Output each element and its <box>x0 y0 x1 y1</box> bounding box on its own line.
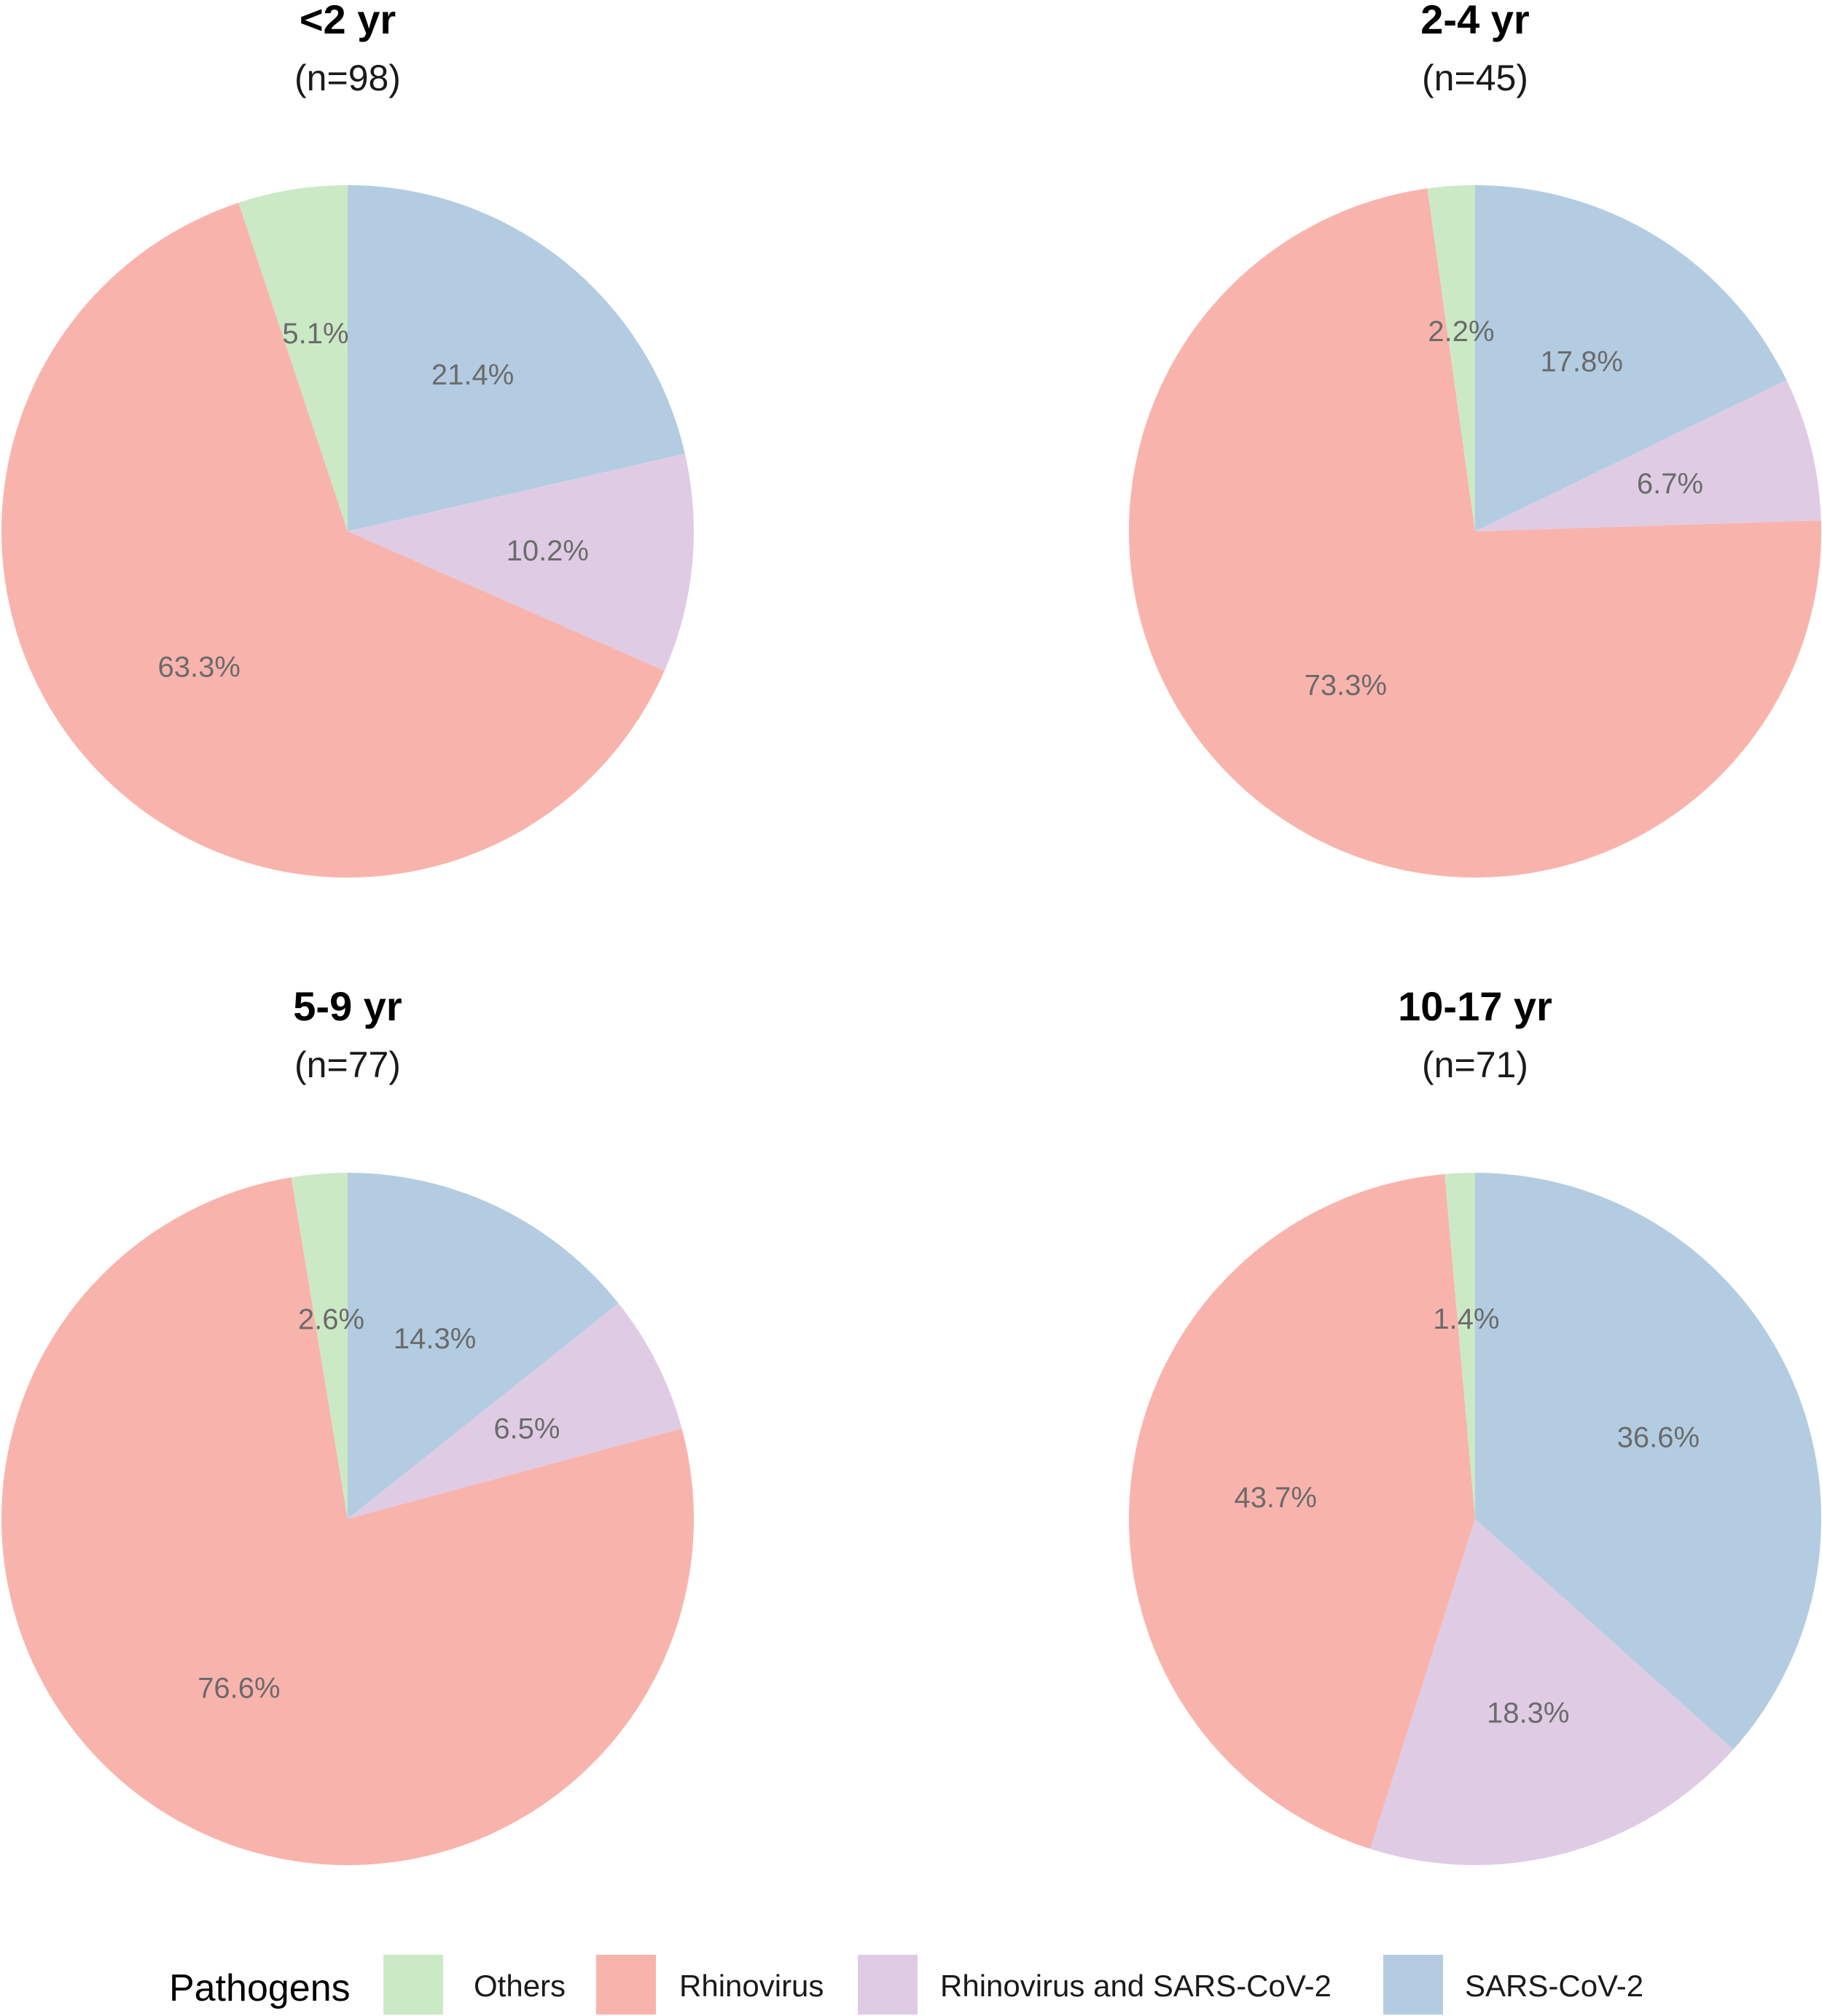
pie-panel-1: <2 yr (n=98) 21.4% 10.2% 63.3% 5.1% <box>1 0 695 878</box>
panel-subtitle: (n=77) <box>294 1044 401 1085</box>
slice-label-rhinovirus-and-sars-cov-2: 6.5% <box>493 1413 560 1445</box>
slice-label-sars-cov-2: 14.3% <box>394 1323 476 1355</box>
legend-label-sars-cov-2: SARS-CoV-2 <box>1465 1969 1643 2003</box>
pie-slice-sars-cov-2 <box>1475 1173 1822 1750</box>
slice-label-rhinovirus: 43.7% <box>1234 1482 1316 1514</box>
legend: Pathogens Others Rhinovirus Rhinovirus and… <box>169 1955 1643 2015</box>
slice-label-rhinovirus: 76.6% <box>198 1673 280 1705</box>
panel-subtitle: (n=98) <box>294 58 401 98</box>
pie-panels: <2 yr (n=98) 21.4% 10.2% 63.3% 5.1% 2-4 yr (n=4… <box>1 0 1822 1866</box>
slice-label-rhinovirus-and-sars-cov-2: 10.2% <box>507 535 589 567</box>
slice-label-sars-cov-2: 21.4% <box>431 359 514 391</box>
pie-slice-sars-cov-2 <box>348 1173 619 1519</box>
legend-label-others: Others <box>474 1969 566 2003</box>
panel-title: 5-9 yr <box>293 983 402 1029</box>
pie-slice-others <box>238 185 348 531</box>
pie-slice-rhinovirus-and-sars-cov-2 <box>348 1303 682 1519</box>
pie-slice-rhinovirus <box>1 1177 695 1865</box>
panel-subtitle: (n=45) <box>1422 58 1528 98</box>
pie-panel-4: 10-17 yr (n=71) 36.6% 18.3% 43.7% 1.4% <box>1128 983 1822 1866</box>
pie-slice-sars-cov-2 <box>1475 185 1787 531</box>
legend-title: Pathogens <box>169 1967 351 2009</box>
slice-label-others: 2.2% <box>1428 316 1494 348</box>
legend-key-sars-cov-2 <box>1383 1955 1443 2015</box>
slice-label-rhinovirus: 73.3% <box>1305 670 1387 702</box>
pie-slice-sars-cov-2 <box>348 185 685 531</box>
pie-slice-others <box>291 1173 348 1519</box>
pie-slice-rhinovirus-and-sars-cov-2 <box>1370 1519 1734 1866</box>
slice-label-rhinovirus: 63.3% <box>157 651 240 683</box>
panel-title: 2-4 yr <box>1420 0 1529 42</box>
slice-label-others: 5.1% <box>282 318 348 350</box>
legend-key-rhinovirus <box>596 1955 656 2015</box>
slice-label-others: 2.6% <box>298 1303 364 1335</box>
slice-label-sars-cov-2: 17.8% <box>1540 346 1622 378</box>
panel-subtitle: (n=71) <box>1422 1044 1528 1085</box>
pie-panel-3: 5-9 yr (n=77) 14.3% 6.5% 76.6% 2.6% <box>1 983 695 1865</box>
legend-key-rhinovirus-and-sars-cov-2 <box>858 1955 918 2015</box>
slice-label-rhinovirus-and-sars-cov-2: 18.3% <box>1487 1697 1569 1730</box>
legend-label-rhinovirus-and-sars-cov-2: Rhinovirus and SARS-CoV-2 <box>940 1969 1332 2003</box>
legend-key-others <box>383 1955 443 2015</box>
panel-title: <2 yr <box>300 0 396 42</box>
legend-label-rhinovirus: Rhinovirus <box>679 1969 824 2003</box>
pie-slice-others <box>1427 185 1475 531</box>
pie-slice-rhinovirus-and-sars-cov-2 <box>348 453 695 671</box>
slice-label-others: 1.4% <box>1433 1303 1499 1335</box>
pie-slice-rhinovirus <box>1 203 665 878</box>
pie-slice-rhinovirus <box>1129 188 1822 878</box>
legend-items: Others Rhinovirus Rhinovirus and SARS-CoV-… <box>383 1955 1643 2015</box>
pie-slice-rhinovirus-and-sars-cov-2 <box>1475 380 1821 531</box>
pie-panel-2: 2-4 yr (n=45) 17.8% 6.7% 73.3% 2.2% <box>1129 0 1822 878</box>
panel-title: 10-17 yr <box>1398 983 1552 1029</box>
pie-slice-others <box>1444 1173 1475 1519</box>
slice-label-sars-cov-2: 36.6% <box>1617 1421 1700 1453</box>
slice-label-rhinovirus-and-sars-cov-2: 6.7% <box>1637 468 1703 500</box>
pie-slice-rhinovirus <box>1128 1173 1475 1849</box>
